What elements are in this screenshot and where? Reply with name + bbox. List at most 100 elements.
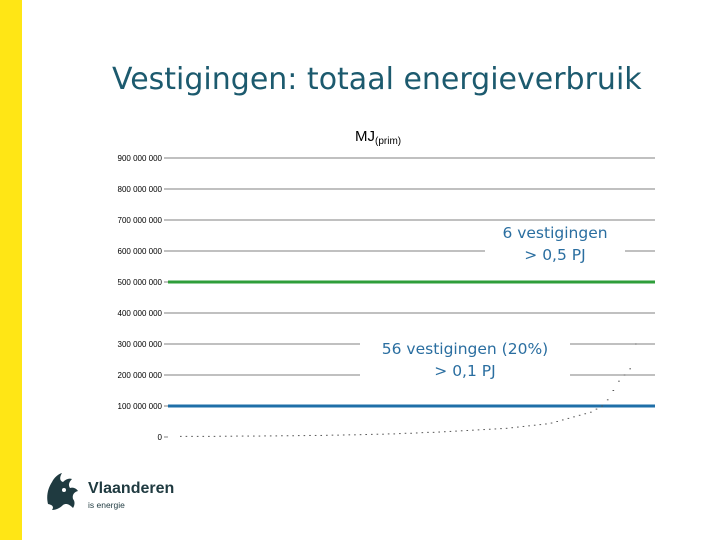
data-point: [584, 413, 587, 415]
data-point: [387, 433, 390, 435]
vlaanderen-logo: Vlaanderen is energie: [42, 470, 182, 516]
data-point: [202, 435, 205, 437]
data-point: [477, 429, 480, 431]
data-point: [427, 431, 429, 433]
unit-main: MJ: [355, 128, 375, 145]
y-tick-label: 400 000 000: [118, 309, 163, 318]
annotation-bottom-line2: > 0,1 PJ: [434, 362, 496, 380]
y-tick-label: 700 000 000: [118, 216, 163, 225]
annotation-bottom-line1: 56 vestigingen (20%): [381, 340, 549, 358]
data-point: [326, 434, 328, 436]
data-point: [522, 425, 525, 427]
data-point: [365, 434, 367, 436]
data-point: [247, 435, 250, 437]
data-point: [410, 432, 412, 434]
data-point: [494, 428, 497, 430]
data-point: [342, 434, 345, 436]
data-point: [444, 431, 446, 433]
y-tick-label: 800 000 000: [118, 185, 163, 194]
data-point: [224, 435, 227, 437]
data-point: [629, 368, 631, 370]
data-point: [359, 434, 362, 436]
data-point: [314, 434, 317, 436]
data-point: [545, 423, 547, 425]
data-point: [567, 417, 570, 419]
data-point: [550, 422, 553, 424]
data-point: [331, 434, 334, 436]
data-point: [483, 429, 485, 431]
unit-sub: (prim): [375, 136, 402, 147]
brand-color-bar: [0, 0, 22, 540]
data-point: [348, 434, 351, 436]
data-point: [185, 435, 188, 437]
data-point: [269, 435, 272, 437]
data-point: [517, 426, 519, 428]
logo-tagline: is energie: [88, 500, 125, 510]
data-point: [303, 435, 306, 437]
data-point: [601, 405, 603, 407]
y-tick-label: 0: [158, 433, 163, 442]
data-point: [191, 435, 193, 437]
data-point: [528, 425, 530, 427]
data-point: [561, 419, 564, 421]
data-point: [196, 435, 199, 437]
y-tick-label: 300 000 000: [118, 340, 163, 349]
annotation-top-line2: > 0,5 PJ: [524, 246, 586, 264]
data-point: [297, 435, 300, 437]
data-point: [595, 408, 598, 410]
data-point: [309, 434, 311, 436]
data-point: [354, 434, 356, 436]
data-point: [421, 432, 424, 434]
data-point: [264, 435, 266, 437]
data-point: [292, 435, 294, 437]
data-point: [432, 431, 435, 433]
data-point: [415, 432, 418, 434]
data-point: [180, 435, 182, 437]
data-point: [505, 427, 508, 429]
data-point: [320, 434, 323, 436]
annotation-top: 6 vestigingen > 0,5 PJ: [485, 222, 625, 266]
data-point: [286, 435, 289, 437]
data-point: [253, 435, 255, 437]
data-point: [208, 435, 210, 437]
data-point: [241, 435, 244, 437]
data-point: [258, 435, 261, 437]
slide-title: Vestigingen: totaal energieverbruik: [112, 62, 642, 97]
data-point: [376, 433, 379, 435]
data-point: [606, 399, 609, 401]
data-point: [612, 390, 615, 391]
data-point: [337, 434, 339, 436]
data-point: [399, 433, 401, 435]
data-point: [578, 414, 581, 416]
data-point: [556, 421, 558, 422]
data-point: [573, 416, 575, 418]
data-point: [230, 435, 233, 437]
y-tick-label: 900 000 000: [118, 154, 163, 163]
data-point: [466, 429, 469, 431]
data-point: [404, 432, 407, 434]
data-point: [539, 424, 542, 426]
data-point: [635, 343, 637, 345]
data-point: [533, 424, 536, 426]
data-point: [472, 429, 474, 431]
data-point: [281, 435, 283, 437]
y-tick-label: 100 000 000: [118, 402, 163, 411]
data-point: [618, 380, 620, 382]
y-tick-label: 600 000 000: [118, 247, 163, 256]
logo-name: Vlaanderen: [88, 480, 175, 497]
data-point: [455, 430, 457, 432]
y-tick-label: 500 000 000: [118, 278, 163, 287]
data-point: [590, 411, 592, 413]
data-point: [382, 433, 384, 435]
y-axis-unit: MJ(prim): [355, 128, 401, 147]
annotation-top-line1: 6 vestigingen: [502, 224, 608, 242]
data-point: [449, 430, 452, 432]
data-point: [370, 433, 373, 435]
data-point: [236, 435, 238, 437]
data-point: [219, 435, 221, 437]
data-point: [275, 435, 278, 437]
y-tick-label: 200 000 000: [118, 371, 163, 380]
data-point: [460, 430, 463, 432]
data-point: [623, 374, 626, 376]
